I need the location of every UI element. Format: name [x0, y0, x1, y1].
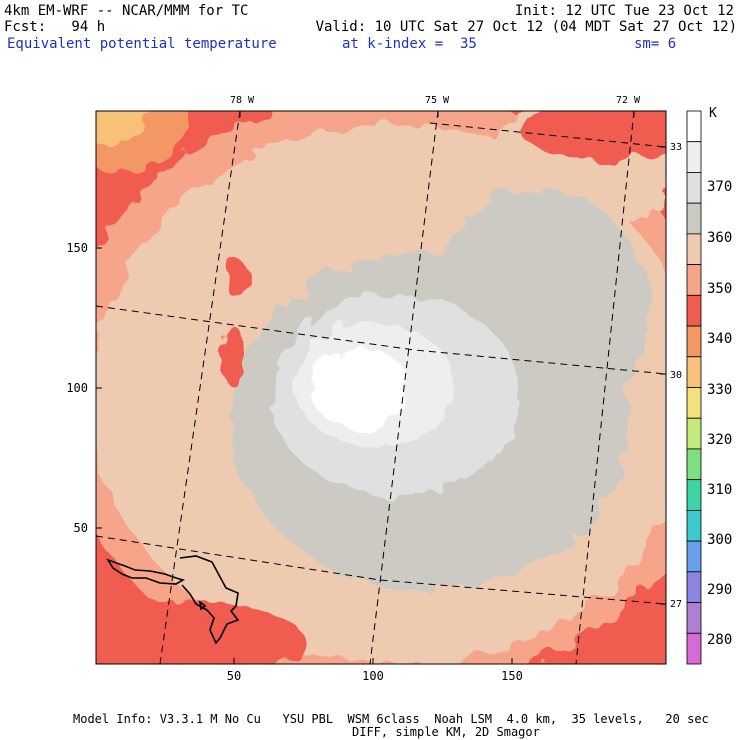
latitude-label: 27 N [670, 599, 694, 610]
colorbar [686, 110, 702, 665]
forecast-hour: Fcst: 94 h [4, 19, 106, 35]
colorbar-swatch [686, 264, 702, 296]
longitude-label: 72 W [616, 95, 641, 106]
colorbar-level-label: 310 [707, 482, 732, 498]
colorbar-swatch [686, 632, 702, 665]
colorbar-swatch [686, 325, 702, 358]
colorbar-swatch [686, 509, 702, 542]
lat-lon-grid [96, 111, 666, 664]
colorbar-level-label: 360 [707, 230, 732, 246]
x-tick-label: 150 [501, 669, 523, 683]
colorbar-level-label: 330 [707, 382, 732, 398]
colorbar-swatch [686, 417, 702, 450]
latitude-label: 33 N [670, 142, 694, 153]
model-info-physics: DIFF, simple KM, 2D Smagor [352, 725, 540, 739]
colorbar-swatch [686, 356, 702, 388]
colorbar-swatch [686, 602, 702, 634]
colorbar-level-label: 300 [707, 532, 732, 548]
colorbar-swatch [686, 294, 702, 327]
model-info: Model Info: V3.3.1 M No Cu YSU PBL WSM 6… [73, 712, 709, 726]
longitude-label: 75 W [425, 95, 450, 106]
y-tick-label: 50 [74, 521, 88, 535]
colorbar-swatch [686, 540, 702, 573]
coastline [106, 555, 240, 645]
smoothing-label: sm= 6 [634, 36, 677, 52]
colorbar-swatch [686, 110, 702, 143]
x-tick-label: 100 [362, 669, 384, 683]
colorbar-level-label: 280 [707, 632, 732, 648]
frame-ticks [96, 111, 666, 664]
colorbar-swatch [686, 448, 702, 481]
colorbar-unit: K [709, 106, 717, 121]
colorbar-swatch [686, 479, 702, 511]
colorbar-swatch [686, 571, 702, 603]
longitude-label: 78 W [230, 95, 255, 106]
field-name: Equivalent potential temperature [7, 36, 277, 52]
colorbar-level-label: 290 [707, 582, 732, 598]
valid-time: Valid: 10 UTC Sat 27 Oct 12 (04 MDT Sat … [315, 19, 737, 35]
init-time: Init: 12 UTC Tue 23 Oct 12 [514, 3, 734, 19]
colorbar-level-label: 340 [707, 331, 732, 347]
colorbar-level-label: 370 [707, 179, 732, 195]
colorbar-swatch [686, 172, 702, 204]
level-label: at k-index = 35 [342, 36, 477, 52]
colorbar-swatch [686, 233, 702, 266]
colorbar-level-label: 320 [707, 432, 732, 448]
theta-e-field [96, 111, 666, 664]
colorbar-swatch [686, 202, 702, 235]
colorbar-swatch [686, 387, 702, 419]
latitude-label: 30 N [670, 370, 694, 381]
y-tick-label: 150 [66, 241, 88, 255]
x-tick-label: 50 [227, 669, 241, 683]
y-tick-label: 100 [66, 381, 88, 395]
model-title: 4km EM-WRF -- NCAR/MMM for TC [4, 3, 249, 19]
colorbar-level-label: 350 [707, 281, 732, 297]
colorbar-swatch [686, 141, 702, 173]
